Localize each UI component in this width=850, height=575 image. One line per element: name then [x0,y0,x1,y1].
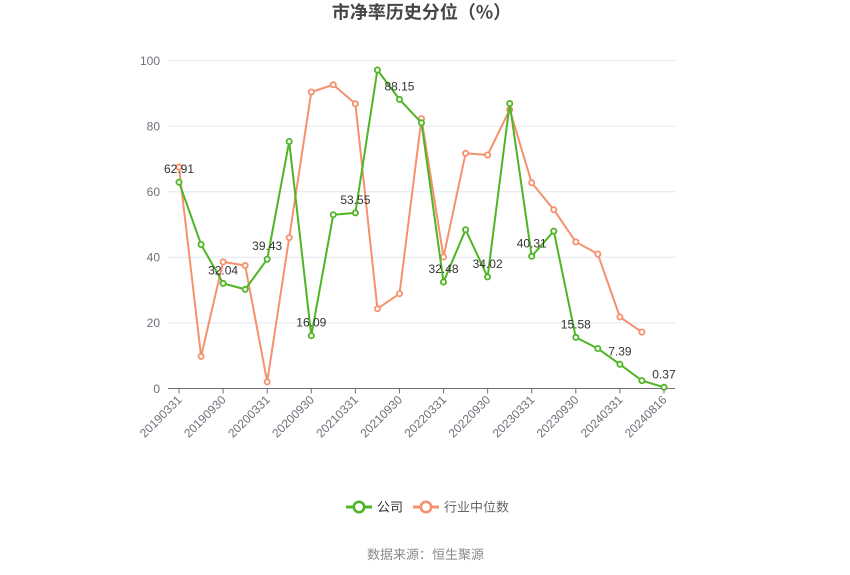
company-series-point[interactable] [351,209,359,217]
industry-median-series-point[interactable] [395,290,403,298]
industry-median-series-point[interactable] [175,163,183,171]
company-series-point[interactable] [175,178,183,186]
legend-label-industry-median [444,500,509,513]
industry-median-series-point[interactable] [307,88,315,96]
legend-icon-industry-median[interactable] [413,500,439,514]
industry-median-series-point[interactable] [351,100,359,108]
data-source-note: 数据来源：恒生聚源 [0,547,850,566]
industry-median-series-point[interactable] [263,378,271,386]
chart-title-glyphs [332,2,500,21]
x-axis-labels: 2019033120190930202003312020093020210331… [137,392,670,440]
value-label: 32.48 [429,262,459,276]
value-label: 0.37 [652,367,676,381]
industry-median-series-point[interactable] [285,234,293,242]
company-series-point[interactable] [660,383,668,391]
x-axis-label: 20200331 [225,392,273,440]
x-axis-label: 20210930 [357,392,405,440]
x-axis-label: 20240816 [622,392,670,440]
x-axis-label: 20220930 [446,392,494,440]
y-axis-labels: 0 20 40 60 80 100 [140,54,160,396]
y-axis-label: 100 [140,54,160,68]
legend-label-company [377,500,402,513]
y-axis-label: 60 [147,185,161,199]
y-axis-label: 0 [153,382,160,396]
company-series-point[interactable] [462,226,470,234]
legend-icon-company[interactable] [346,500,372,514]
y-axis-label: 20 [147,316,161,330]
company-series [175,66,668,391]
company-series-point[interactable] [197,240,205,248]
company-series-point[interactable] [395,95,403,103]
company-series-point[interactable] [616,360,624,368]
y-axis-label: 80 [147,119,161,133]
industry-median-series-point[interactable] [219,258,227,266]
company-series-point[interactable] [528,252,536,260]
industry-median-series-point[interactable] [638,328,646,336]
value-label: 40.31 [517,236,547,250]
x-axis-label: 20190930 [181,392,229,440]
data-source-glyphs [367,548,484,561]
x-axis-label: 20230930 [534,392,582,440]
legend-icon-company-ring [352,500,366,514]
value-label: 53.55 [340,193,370,207]
value-label: 88.15 [384,79,414,93]
x-axis-label: 20210331 [313,392,361,440]
company-series-point[interactable] [484,273,492,281]
company-series-point[interactable] [219,279,227,287]
value-label: 15.58 [561,317,591,331]
industry-median-series-point[interactable] [197,352,205,360]
company-series-point[interactable] [373,66,381,74]
x-axis-label: 20220331 [402,392,450,440]
company-series-point[interactable] [241,285,249,293]
company-series-point[interactable] [263,255,271,263]
value-label: 7.39 [608,344,632,358]
legend-item-industry-median[interactable]: 行业中位数 [412,499,477,518]
grid-lines [168,60,675,324]
value-label: 62.91 [164,162,194,176]
industry-median-series-point[interactable] [528,179,536,187]
value-label: 16.09 [296,316,326,330]
chart-title: 市净率历史分位（%） [0,3,850,29]
value-label: 39.43 [252,239,282,253]
industry-median-series-point[interactable] [484,151,492,159]
value-label: 32.04 [208,263,238,277]
industry-median-series [175,81,646,386]
company-series-point[interactable] [439,278,447,286]
x-axis-label: 20240331 [578,392,626,440]
industry-median-series-point[interactable] [373,305,381,313]
x-axis-label: 20230331 [490,392,538,440]
company-series-point[interactable] [506,100,514,108]
value-labels: 62.91 32.04 39.43 16.09 53.55 88.15 32.48 34.02… [164,79,676,381]
x-axis-label: 20200930 [269,392,317,440]
industry-median-series-line [178,83,643,383]
industry-median-series-point[interactable] [594,250,602,258]
industry-median-series-point[interactable] [572,238,580,246]
industry-median-series-point[interactable] [616,313,624,321]
legend-icon-industry-median-ring [419,500,433,514]
legend-item-company[interactable]: 公司 [346,499,372,518]
company-series-point[interactable] [417,119,425,127]
x-axis [168,388,675,394]
company-series-point[interactable] [572,333,580,341]
company-series-point[interactable] [638,377,646,385]
industry-median-series-point[interactable] [550,206,558,214]
x-axis-label: 20190331 [137,392,185,440]
industry-median-series-point[interactable] [462,149,470,157]
industry-median-series-point[interactable] [329,81,337,89]
company-series-point[interactable] [550,227,558,235]
company-series-point[interactable] [285,137,293,145]
company-series-point[interactable] [307,332,315,340]
value-label: 34.02 [473,257,503,271]
company-series-point[interactable] [594,344,602,352]
legend [346,500,509,514]
industry-median-series-point[interactable] [439,253,447,261]
company-series-point[interactable] [329,211,337,219]
y-axis-label: 40 [147,251,161,265]
industry-median-series-point[interactable] [241,261,249,269]
